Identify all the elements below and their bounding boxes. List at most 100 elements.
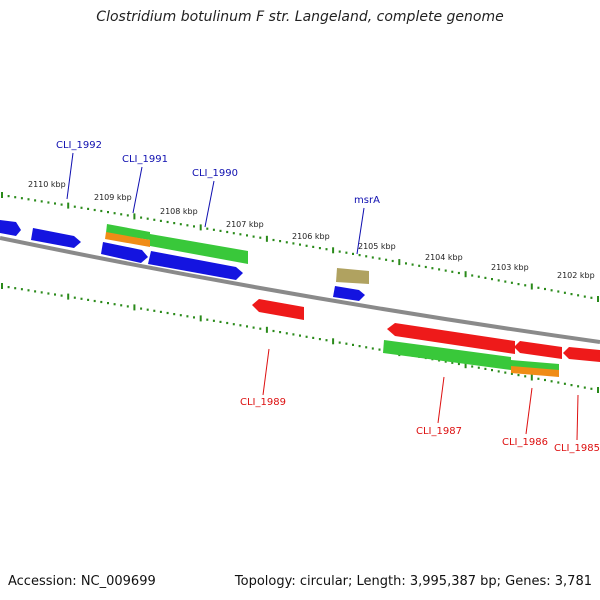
minor-tick — [179, 314, 182, 317]
minor-tick — [252, 326, 255, 329]
minor-tick — [54, 202, 56, 205]
minor-tick — [14, 287, 17, 290]
minor-tick — [345, 251, 348, 254]
plus-strand-features — [0, 220, 369, 301]
minor-tick — [563, 382, 566, 385]
minor-tick — [206, 227, 209, 230]
minor-tick — [385, 258, 388, 261]
minor-tick — [537, 286, 540, 289]
minor-tick — [325, 339, 328, 342]
minor-tick — [246, 325, 248, 328]
minor-tick — [173, 313, 176, 316]
minor-tick — [451, 270, 454, 273]
minor-tick — [491, 369, 493, 372]
minor-tick — [471, 274, 474, 277]
minor-tick — [544, 378, 546, 382]
minor-tick — [577, 385, 580, 388]
minor-tick — [312, 245, 315, 248]
minor-tick — [113, 303, 116, 306]
minor-tick — [34, 199, 37, 202]
minor-tick — [73, 296, 76, 299]
kbp-label: 2106 kbp — [292, 232, 330, 241]
minor-tick — [358, 254, 361, 257]
minor-tick — [153, 218, 156, 221]
major-tick — [464, 362, 467, 369]
minor-tick — [126, 214, 129, 217]
major-tick — [199, 224, 202, 231]
gene-feature-blue — [101, 242, 148, 263]
minor-tick — [279, 331, 282, 334]
minor-tick — [140, 307, 143, 310]
minor-tick — [444, 360, 447, 363]
minor-tick — [577, 294, 580, 297]
label-leader-line — [204, 180, 215, 228]
minor-tick — [14, 196, 17, 199]
minor-tick — [318, 247, 321, 250]
gene-label-cli-1985: CLI_1985 — [554, 443, 600, 454]
minor-tick — [424, 265, 427, 269]
minor-tick — [27, 198, 30, 201]
minor-tick — [107, 302, 109, 305]
major-tick — [67, 202, 70, 209]
minor-tick — [166, 220, 169, 224]
minor-tick — [510, 372, 513, 375]
label-leader-line — [356, 207, 365, 255]
minor-tick — [484, 367, 487, 370]
accession-label: Accession: NC_009699 — [8, 574, 156, 589]
gene-feature-blue — [148, 251, 243, 280]
gene-feature-red — [563, 347, 600, 362]
minor-tick — [484, 276, 487, 279]
minor-tick — [477, 275, 480, 278]
minor-tick — [239, 233, 242, 236]
minor-tick — [497, 370, 500, 373]
minor-tick — [166, 311, 169, 315]
label-leader-line — [262, 348, 270, 396]
minor-tick — [371, 256, 374, 259]
minor-tick — [524, 375, 527, 378]
minor-tick — [477, 366, 480, 369]
minor-tick — [358, 345, 361, 348]
minor-tick — [292, 333, 295, 336]
gene-feature-blue — [31, 228, 81, 248]
minor-tick — [497, 279, 500, 282]
minor-tick — [87, 207, 90, 210]
minor-tick — [457, 362, 460, 366]
minor-tick — [47, 292, 50, 295]
minor-tick — [504, 371, 507, 374]
kbp-label: 2110 kbp — [28, 180, 66, 189]
minor-tick — [583, 386, 586, 389]
minor-tick — [153, 309, 156, 312]
minor-tick — [557, 290, 560, 293]
minor-tick — [113, 212, 116, 215]
minor-tick — [193, 316, 195, 319]
major-tick — [530, 374, 533, 381]
label-leader-line — [66, 152, 74, 200]
minor-tick — [60, 203, 63, 206]
minor-tick — [140, 216, 143, 219]
kbp-label: 2108 kbp — [160, 207, 198, 216]
gene-label-msra: msrA — [354, 195, 380, 206]
major-tick — [133, 304, 136, 311]
minor-tick — [186, 315, 189, 318]
minor-tick — [371, 347, 374, 350]
major-tick — [1, 192, 3, 198]
minor-tick — [146, 217, 149, 220]
major-tick — [265, 326, 268, 333]
minor-tick — [47, 201, 50, 204]
minor-tick — [40, 291, 43, 294]
minor-tick — [80, 297, 83, 300]
major-tick — [265, 235, 268, 242]
minor-tick — [126, 305, 129, 308]
minor-tick — [219, 320, 222, 323]
kbp-label: 2104 kbp — [425, 253, 463, 262]
minor-tick — [272, 238, 275, 242]
minor-tick — [471, 365, 474, 368]
minor-tick — [285, 241, 288, 244]
minor-tick — [550, 289, 553, 292]
kbp-labels: 2110 kbp 2109 kbp 2108 kbp 2107 kbp 2106… — [28, 180, 595, 280]
minor-tick — [352, 343, 354, 346]
minor-tick — [524, 284, 527, 287]
minor-tick — [352, 252, 354, 255]
label-leader-line — [525, 387, 533, 435]
